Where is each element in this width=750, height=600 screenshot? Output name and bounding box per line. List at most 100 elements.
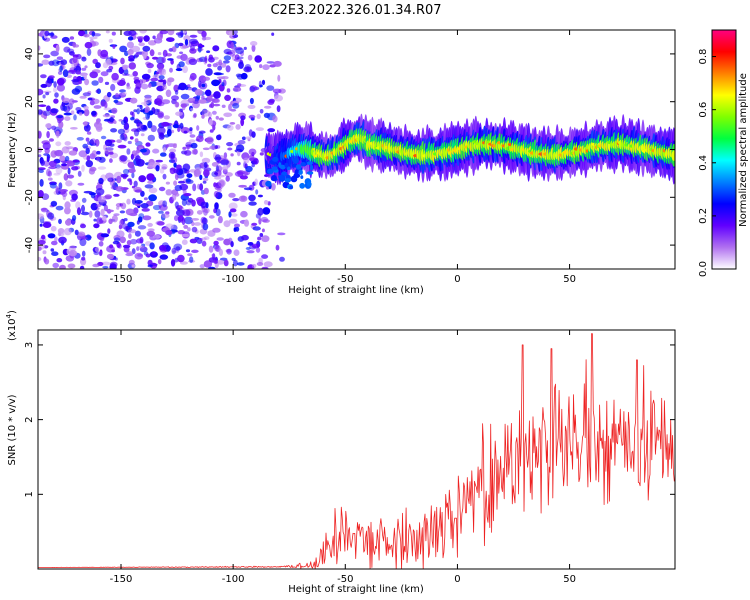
noise-blob [181,217,186,226]
noise-blob [116,139,122,144]
noise-blob [131,185,136,189]
noise-blob [215,72,224,76]
signal-tail [306,161,313,166]
noise-blob [250,41,258,46]
noise-blob [105,172,114,180]
noise-blob [169,67,173,73]
noise-blob [235,226,240,232]
noise-blob [184,39,189,46]
noise-blob [237,83,242,87]
signal-tail [307,181,312,187]
noise-blob [245,165,253,173]
noise-blob [109,244,114,249]
noise-blob [38,104,47,107]
noise-blob [68,150,78,156]
noise-blob [57,70,63,75]
noise-blob [140,124,147,131]
noise-blob [172,143,177,149]
noise-blob [38,32,42,37]
noise-blob [47,177,53,181]
noise-blob [137,144,144,150]
noise-blob [181,198,187,206]
noise-blob [106,68,113,73]
noise-blob [60,59,68,66]
noise-blob [153,234,161,239]
snr-background [38,330,675,569]
noise-blob [167,77,175,83]
noise-blob [215,61,223,66]
snr-y-multiplier-close: ) [7,310,18,314]
noise-blob [38,213,45,220]
noise-blob [202,147,210,151]
noise-blob [218,179,226,188]
noise-blob [126,198,131,205]
noise-blob [168,151,176,160]
noise-blob [111,72,119,81]
noise-blob [119,45,128,53]
signal-tail [279,174,286,182]
noise-blob [103,118,111,122]
noise-blob [61,36,70,43]
noise-blob [174,90,179,95]
noise-blob [216,259,225,265]
noise-blob [180,53,188,62]
noise-blob [162,84,167,91]
noise-blob [77,63,81,68]
snr-series [38,333,675,569]
noise-blob [215,115,219,120]
noise-blob [134,138,139,143]
noise-blob [65,146,75,150]
noise-blob [196,94,201,100]
snr-y-axis-label: SNR (10 * v/v) [7,394,18,465]
noise-blob [213,103,221,107]
noise-blob [41,207,49,213]
noise-blob [76,207,82,216]
noise-blob [185,249,191,253]
noise-blob [72,159,80,163]
noise-blob [55,141,62,147]
noise-blob [230,241,234,248]
noise-blob [243,219,250,227]
noise-blob [144,96,152,104]
noise-blob [134,200,143,204]
spectrogram-heatmap [38,30,675,269]
noise-blob [139,109,146,113]
noise-blob [170,259,176,267]
noise-blob [65,180,73,187]
snr-panel: -150 -100 -50 0 50 1 2 3 Height of straight li… [5,310,676,595]
noise-blob [138,42,145,47]
noise-blob [159,254,169,260]
noise-blob [189,256,194,263]
noise-blob [206,50,211,53]
noise-blob [186,145,190,150]
noise-blob [136,108,140,115]
noise-blob [267,201,271,206]
noise-blob [38,246,42,251]
noise-blob [122,244,131,249]
noise-blob [47,212,55,220]
noise-blob [93,223,100,229]
noise-blob [219,174,225,178]
noise-blob [271,32,275,36]
noise-blob [38,131,42,139]
noise-blob [96,156,100,162]
colorbar-tick-label: 0.6 [698,102,709,118]
noise-blob [155,159,164,163]
noise-blob [110,83,116,92]
noise-blob [257,207,264,216]
noise-blob [201,157,211,164]
snr-x-tick-label: -100 [222,574,245,585]
noise-blob [46,105,51,112]
noise-blob [101,215,107,221]
noise-blob [159,30,168,35]
noise-blob [73,114,77,121]
noise-blob [50,31,54,38]
noise-blob [95,119,100,125]
spectrogram-y-tick-label: 20 [24,95,35,108]
noise-blob [148,110,154,116]
noise-blob [203,260,213,268]
noise-blob [43,54,51,59]
noise-blob [158,210,164,214]
noise-blob [142,215,152,221]
noise-blob [136,220,140,225]
